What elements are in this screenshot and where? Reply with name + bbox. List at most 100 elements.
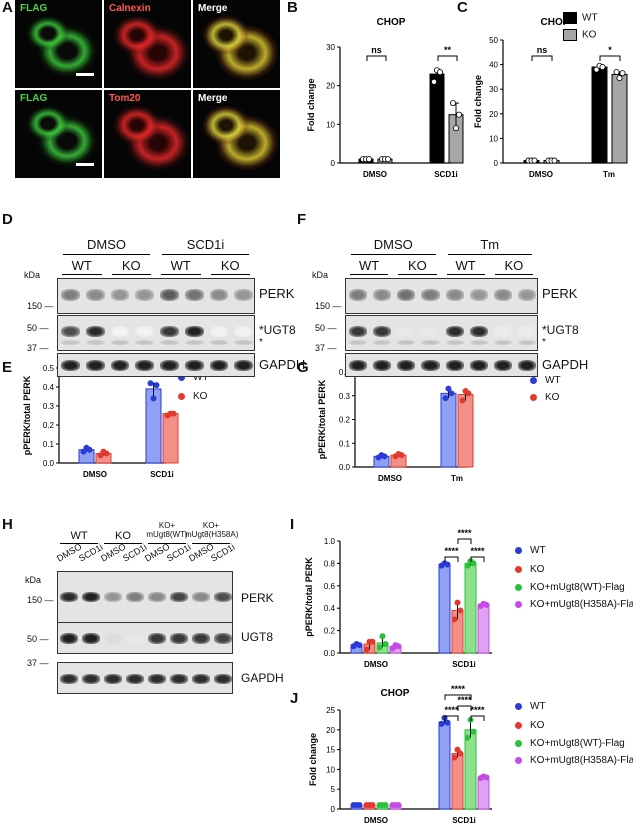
y-tick-label: 0.5 [43,364,55,373]
micrograph-label: FLAG [20,93,48,104]
data-point [356,642,363,649]
data-point [164,412,171,419]
blot-d-ugt8-blot [57,315,255,351]
blot-h-geno-label-line2: mUgt8(H358A) [185,530,239,539]
blot-h-band-label: UGT8 [241,630,274,644]
blot-d-group-line [162,254,249,255]
data-point [150,395,157,402]
gapdh-band [234,360,253,371]
blot-d-geno-label: WT [170,258,191,273]
y-axis-label: pPERK/total PERK [22,375,32,455]
scale-bar [76,73,94,76]
blot-d-geno-line [210,274,250,275]
ugt8-band [82,633,100,644]
legend-i-koh: KO+mUgt8(H358A)-Flag [515,599,633,610]
perk-band [85,289,105,301]
bar [363,643,376,654]
blot-h-geno-label: WT [70,530,88,542]
blot-f-band-label: *UGT8 [542,323,579,337]
gapdh-band [209,360,229,371]
data-point [457,607,464,614]
blot-h-geno-label: KO+ [202,521,220,530]
blot-h-geno-label-line2: mUgt8(WT) [146,530,188,539]
gapdh-band [85,360,105,371]
significance-label: **** [470,705,485,715]
blot-d-geno-line [62,274,102,275]
blot-h-lane-label: SCD1i [209,541,237,564]
x-tick-label: DMSO [363,170,387,179]
data-point [433,67,440,74]
data-point [477,602,484,609]
significance-label: **** [457,528,472,538]
data-point [593,66,600,73]
y-tick-label: 25 [326,706,335,715]
perk-band [126,592,144,602]
y-tick-label: 0 [494,159,499,168]
panel-letter-j: J [290,690,299,707]
x-tick-label: SCD1i [452,660,476,669]
y-tick-label: 10 [489,134,498,143]
blot-d-band-label: * [259,337,263,348]
micrograph-label: Merge [198,3,228,14]
data-point [438,562,445,569]
data-point [379,802,386,809]
data-point [470,560,477,567]
micrograph-label: Merge [198,93,228,104]
nonspecific-band [445,340,464,345]
data-point [356,802,363,809]
significance-bracket [444,694,472,700]
x-tick-label: SCD1i [150,470,174,479]
blot-f-group-label: Tm [480,237,500,252]
y-tick-label: 0.4 [43,383,55,392]
blot-h-geno-line [192,543,230,544]
nonspecific-band [493,340,512,345]
ugt8-band [469,326,488,337]
legend-e-ko: KO [178,391,207,402]
data-point [365,156,372,163]
ugt8-band [373,326,392,337]
significance-bracket [599,55,621,61]
data-point [467,558,474,565]
ugt8-band [349,326,368,337]
y-axis-label: Fold change [306,78,316,131]
perk-band [60,592,78,602]
data-point [465,390,472,397]
data-point [378,452,385,459]
data-point [103,450,110,457]
perk-band [373,289,392,301]
ugt8-band [135,326,154,337]
bar [523,160,540,164]
data-point [83,444,90,451]
bar [358,158,374,164]
gapdh-band [469,360,488,371]
bar [376,642,389,654]
data-point [381,453,388,460]
gapdh-band [110,360,130,371]
blot-f-geno-line [398,274,437,275]
legend-e-wt: WT [178,372,209,383]
blot-d-band-label: PERK [259,286,295,301]
bar [440,392,457,468]
data-point [464,734,471,741]
blot-f-group-label: DMSO [373,237,413,252]
nonspecific-band [421,340,440,345]
data-point [459,397,466,404]
panel-letter-i: I [290,516,295,533]
gapdh-band [517,360,536,371]
legend-g-wt: WT [530,375,561,386]
significance-bracket [366,55,387,61]
perk-band [421,289,440,301]
nonspecific-band [469,340,488,345]
blot-f-geno-label: WT [359,258,380,273]
data-point [395,450,402,457]
panel-letter-g: G [297,359,309,376]
panel-letter-f: F [297,211,307,228]
x-tick-label: DMSO [364,660,388,669]
data-point [451,616,458,623]
blot-f-kda: kDa [312,270,329,280]
nonspecific-band [234,340,253,345]
gapdh-band [373,360,392,371]
data-point [528,157,535,164]
blot-h-perk-blot [57,571,233,623]
data-point [438,720,445,727]
